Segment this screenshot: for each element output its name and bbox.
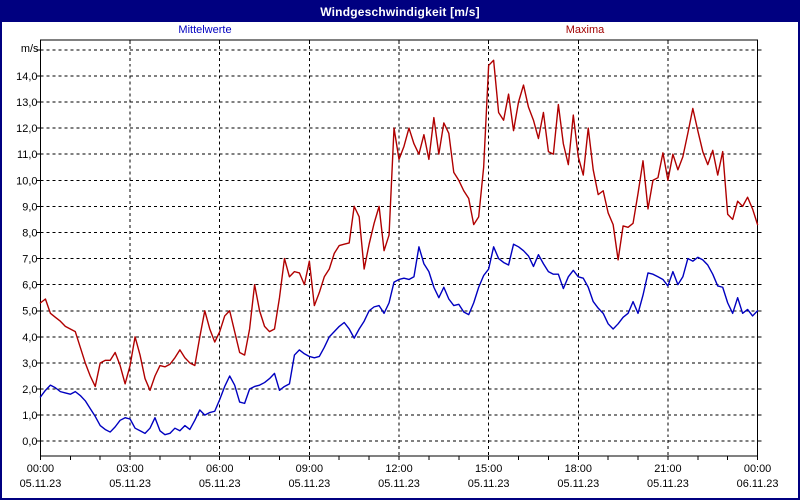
y-tick-label: 7,0 [22, 254, 37, 266]
y-tick-label: 0,0 [22, 436, 37, 448]
chart-title: Windgeschwindigkeit [m/s] [320, 5, 480, 19]
grid-lines [40, 39, 758, 457]
x-axis-labels: 00:00 05.11.23 03:00 05.11.23 06:00 05.11.23 0… [20, 463, 779, 490]
x-tick-time-label: 09:00 [296, 463, 323, 475]
x-tick-time-label: 00:00 [744, 463, 771, 475]
y-axis-labels: 0,0 1,0 2,0 3,0 4,0 5,0 6,0 7,0 8,0 9,0 10,0 11,0 12… [16, 43, 39, 448]
x-tick-time-label: 00:00 [27, 463, 54, 475]
x-tick-time-label: 12:00 [385, 463, 412, 475]
y-tick-label: 3,0 [22, 358, 37, 370]
x-tick-date-label: 05.11.23 [378, 478, 420, 490]
x-tick-date-label: 05.11.23 [468, 478, 510, 490]
x-tick-date-label: 05.11.23 [109, 478, 151, 490]
x-tick-date-label: 05.11.23 [199, 478, 241, 490]
axis-ticks [36, 39, 762, 461]
y-tick-label: 10,0 [16, 175, 37, 187]
y-tick-label: 2,0 [22, 384, 37, 396]
y-tick-label: 11,0 [17, 149, 37, 161]
x-tick-time-label: 21:00 [654, 463, 681, 475]
legend-maxima-label: Maxima [565, 24, 605, 36]
x-tick-time-label: 15:00 [475, 463, 502, 475]
x-tick-date-label: 05.11.23 [557, 478, 599, 490]
y-axis-unit-label: m/s [21, 43, 39, 55]
legend-mittelwerte-label: Mittelwerte [178, 24, 232, 36]
y-tick-label: 14,0 [16, 71, 37, 83]
x-tick-date-label: 05.11.23 [647, 478, 689, 490]
y-tick-label: 8,0 [22, 227, 37, 239]
y-tick-label: 9,0 [22, 201, 37, 213]
x-tick-date-label: 06.11.23 [737, 478, 779, 490]
x-tick-time-label: 18:00 [565, 463, 592, 475]
title-bar: Windgeschwindigkeit [m/s] [2, 2, 798, 22]
y-tick-label: 4,0 [22, 332, 37, 344]
y-tick-label: 12,0 [16, 123, 37, 135]
y-tick-label: 13,0 [16, 97, 37, 109]
y-tick-label: 6,0 [22, 280, 37, 292]
y-tick-label: 5,0 [22, 306, 37, 318]
series-line-maxima [39, 59, 759, 392]
x-tick-date-label: 05.11.23 [288, 478, 330, 490]
x-tick-time-label: 06:00 [206, 463, 233, 475]
x-tick-time-label: 03:00 [116, 463, 143, 475]
series-line-mittelwerte [39, 243, 759, 436]
x-tick-date-label: 05.11.23 [20, 478, 62, 490]
y-tick-label: 1,0 [22, 410, 37, 422]
